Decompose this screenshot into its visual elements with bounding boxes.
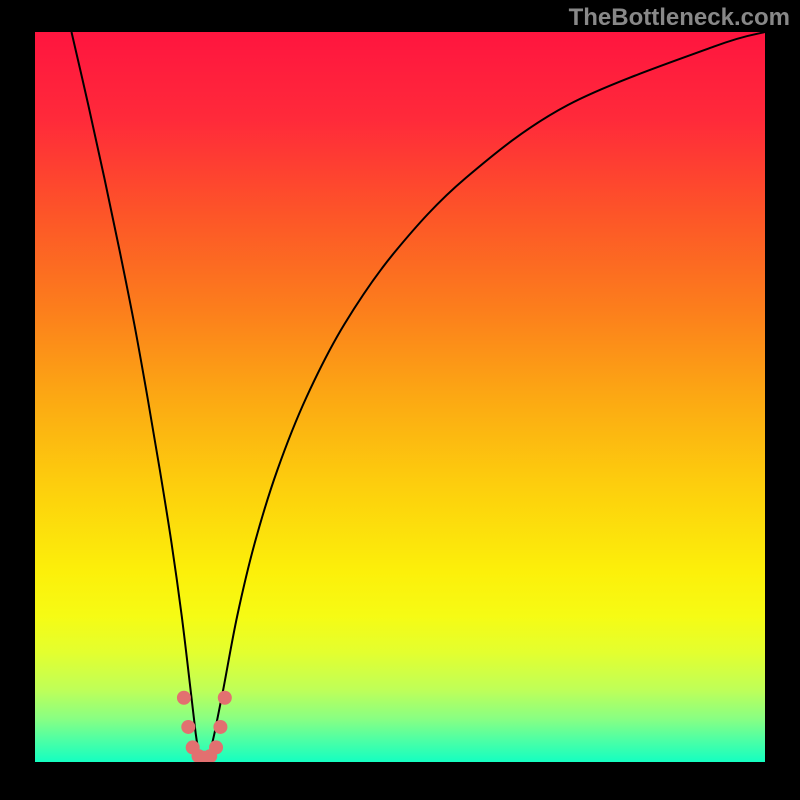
marker-dot [218,691,232,705]
marker-dot [177,691,191,705]
marker-dot [213,720,227,734]
marker-dot [181,720,195,734]
chart-gradient-bg [35,32,765,762]
watermark-text: TheBottleneck.com [569,4,790,32]
bottleneck-chart [0,0,800,800]
marker-dot [209,740,223,754]
chart-container: TheBottleneck.com [0,0,800,800]
